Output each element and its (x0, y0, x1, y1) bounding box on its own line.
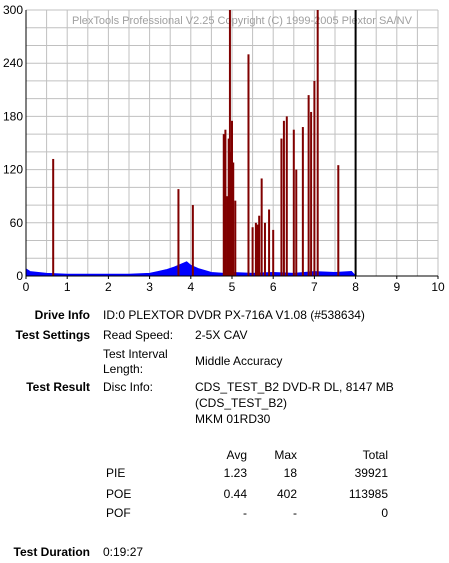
poe-spike (254, 222, 257, 276)
poe-spike (301, 127, 304, 276)
poe-spike (177, 189, 180, 276)
y-tick-label: 60 (10, 216, 24, 230)
drive-info-label: Drive Info (34, 308, 90, 322)
disc-info-label: Disc Info: (103, 380, 154, 394)
test-interval-label-cont: Length: (103, 362, 144, 376)
x-tick-label: 0 (23, 280, 30, 294)
read-speed-label: Read Speed: (103, 328, 174, 342)
y-tick-label: 120 (3, 163, 23, 177)
poe-spike (272, 229, 275, 276)
x-tick-label: 10 (431, 280, 445, 294)
y-tick-label: 180 (3, 109, 23, 123)
poe-spike (256, 224, 259, 276)
poe-spike (191, 205, 194, 276)
stats-row-pie-total: 39921 (354, 466, 388, 480)
poe-spike (258, 215, 261, 276)
disc-info-line-3: MKM 01RD30 (195, 412, 271, 426)
poe-spike (234, 200, 237, 276)
y-tick-label: 0 (16, 269, 23, 283)
stats-header-max: Max (274, 448, 297, 462)
x-tick-label: 8 (352, 280, 359, 294)
x-tick-label: 9 (393, 280, 400, 294)
stats-row-pof-max: - (293, 506, 297, 520)
poe-spike (251, 227, 254, 276)
x-tick-label: 7 (311, 280, 318, 294)
poe-spike (227, 138, 230, 276)
poe-spike (224, 129, 227, 276)
poe-spike (280, 138, 283, 276)
poe-spike (228, 10, 231, 276)
stats-header-avg: Avg (226, 448, 247, 462)
watermark-text: PlexTools Professional V2.25 Copyright (… (72, 15, 413, 27)
poe-spike (260, 178, 263, 276)
x-tick-label: 4 (187, 280, 194, 294)
test-interval-label: Test Interval (103, 347, 168, 361)
disc-info-line-2: (CDS_TEST_B2) (195, 396, 288, 410)
poe-spike (263, 222, 266, 276)
read-speed-value: 2-5X CAV (195, 328, 248, 342)
stats-row-pof-total: 0 (381, 506, 388, 520)
test-duration-label: Test Duration (13, 545, 90, 559)
x-tick-label: 5 (229, 280, 236, 294)
disc-info-line-1: CDS_TEST_B2 DVD-R DL, 8147 MB (195, 380, 394, 394)
y-tick-label: 240 (3, 56, 23, 70)
poe-spike (247, 54, 250, 277)
test-duration-value: 0:19:27 (103, 545, 144, 559)
stats-row-poe-avg: 0.44 (223, 487, 247, 501)
drive-info-value: ID:0 PLEXTOR DVDR PX-716A V1.08 (#538634… (103, 308, 365, 322)
test-settings-label: Test Settings (15, 328, 90, 342)
poe-spike (313, 80, 316, 276)
poe-spike (232, 162, 235, 276)
poe-spike (52, 158, 55, 276)
stats-row-poe-name: POE (106, 487, 132, 501)
pie-series-area (25, 261, 357, 277)
poe-spike (295, 169, 298, 276)
poe-spike (337, 165, 340, 276)
x-tick-label: 1 (64, 280, 71, 294)
poe-spike (285, 116, 288, 277)
y-tick-label: 300 (3, 3, 23, 17)
poe-spike (316, 10, 319, 276)
test-interval-value: Middle Accuracy (195, 354, 283, 368)
x-tick-label: 6 (270, 280, 277, 294)
poe-spike (222, 134, 225, 276)
x-tick-label: 3 (146, 280, 153, 294)
stats-row-pie-avg: 1.23 (223, 466, 247, 480)
stats-header-total: Total (362, 448, 388, 462)
x-tick-label: 2 (105, 280, 112, 294)
poe-spike (268, 209, 271, 276)
poe-spike (231, 120, 233, 276)
stats-row-pie-max: 18 (283, 466, 297, 480)
stats-row-pof-avg: - (243, 506, 247, 520)
test-result-label: Test Result (26, 380, 90, 394)
stats-row-poe-total: 113985 (348, 487, 388, 501)
stats-row-pof-name: POF (106, 506, 131, 520)
stats-row-pie-name: PIE (106, 466, 126, 480)
pie-poe-chart: PlexTools Professional V2.25 Copyright (… (3, 3, 445, 294)
poe-spike (226, 196, 229, 276)
poe-spike (310, 111, 313, 276)
stats-row-poe-max: 402 (276, 487, 297, 501)
poe-spike (307, 95, 310, 277)
poe-spike (282, 120, 285, 276)
poe-spike (292, 129, 295, 276)
